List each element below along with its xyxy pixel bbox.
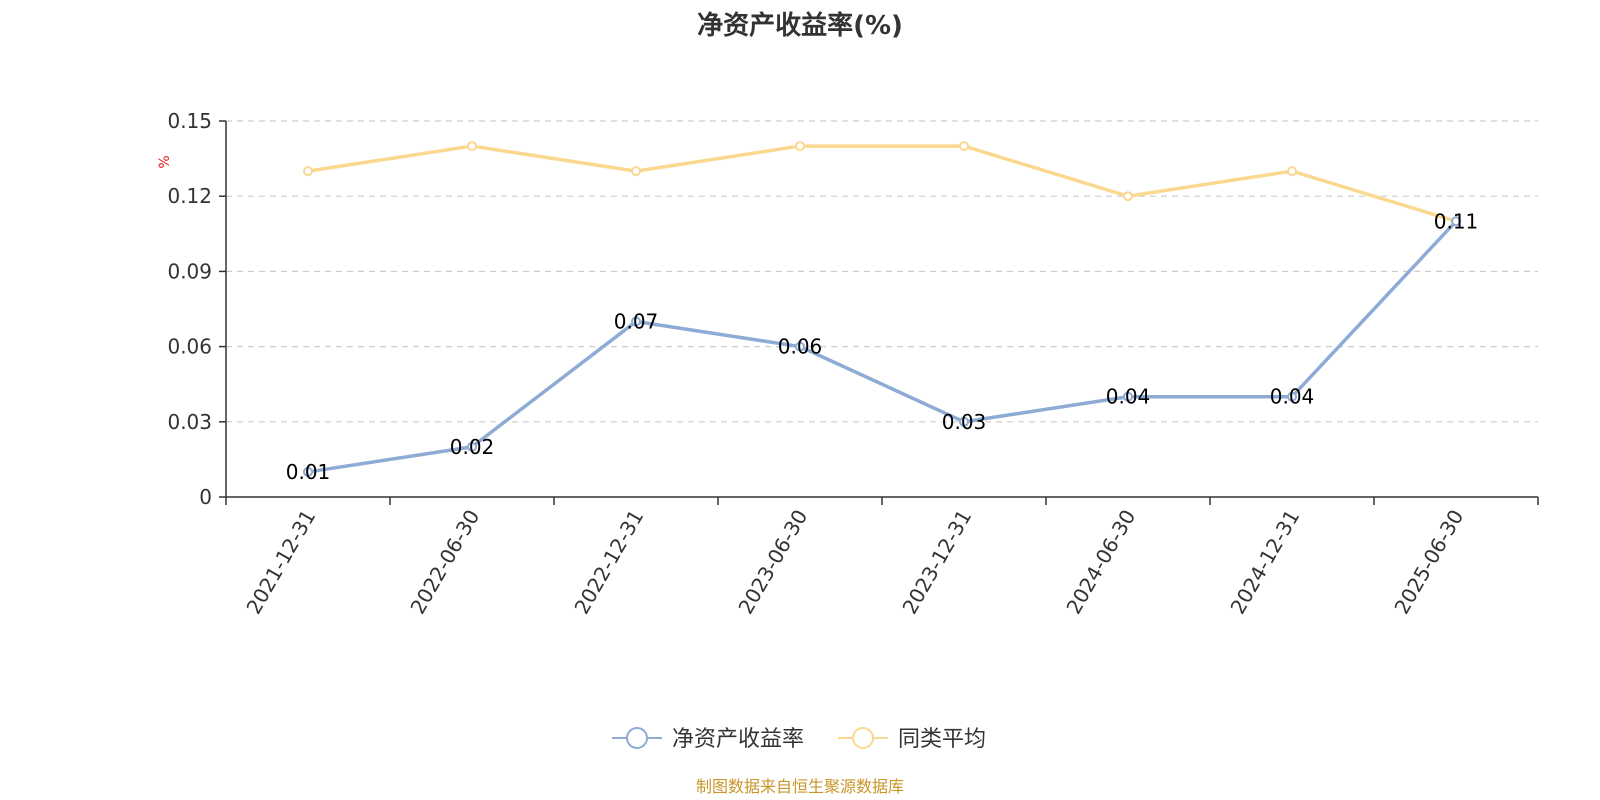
x-tick-label: 2022-12-31 [569, 506, 648, 619]
legend-item-1[interactable]: 同类平均 [838, 727, 986, 752]
x-tick-label: 2023-06-30 [733, 506, 812, 619]
data-point[interactable] [1287, 391, 1297, 402]
data-point[interactable] [795, 341, 805, 352]
data-label: 0.04 [1270, 385, 1315, 409]
data-point[interactable] [1123, 391, 1133, 402]
data-label: 0.02 [450, 435, 495, 459]
axes: 0 0.03 0.06 0.09 0.12 0.15 2021-12-31 2022-06-3… [167, 109, 1539, 619]
data-label: 0.11 [1434, 209, 1479, 233]
data-point[interactable] [1451, 216, 1461, 227]
data-point[interactable] [959, 141, 969, 152]
legend-label: 同类平均 [898, 727, 986, 752]
data-point[interactable] [631, 316, 641, 327]
series-line-1 [307, 144, 1457, 223]
data-point[interactable] [959, 416, 969, 427]
data-point[interactable] [631, 166, 641, 177]
legend[interactable]: 净资产收益率 同类平均 [612, 727, 986, 752]
data-point[interactable] [303, 166, 313, 177]
data-point[interactable] [1123, 191, 1133, 202]
series-line-0 [307, 220, 1458, 474]
x-tick-label: 2022-06-30 [405, 506, 484, 619]
y-tick-label: 0.03 [167, 410, 212, 434]
data-label: 0.07 [614, 310, 659, 334]
legend-marker [852, 727, 874, 749]
grid-lines [226, 120, 1538, 423]
y-tick-label: 0.15 [167, 109, 212, 133]
y-tick-label: 0.06 [167, 335, 212, 359]
y-axis-unit: % [157, 155, 173, 168]
legend-label: 净资产收益率 [672, 727, 804, 752]
data-label: 0.04 [1106, 385, 1151, 409]
data-labels: 0.01 0.02 0.07 0.06 0.03 0.04 0.04 0.11 [286, 209, 1479, 484]
x-tick-label: 2023-12-31 [897, 506, 976, 619]
y-tick-label: 0.09 [167, 259, 212, 283]
x-tick-label: 2024-06-30 [1061, 506, 1140, 619]
x-tick-label: 2021-12-31 [241, 506, 320, 619]
chart-title: 净资产收益率(%) [697, 10, 903, 41]
legend-marker [626, 727, 648, 749]
source-note: 制图数据来自恒生聚源数据库 [696, 777, 904, 796]
data-point[interactable] [467, 141, 477, 152]
data-label: 0.03 [942, 410, 987, 434]
y-tick-label: 0 [199, 485, 212, 509]
legend-item-0[interactable]: 净资产收益率 [612, 727, 804, 752]
data-point[interactable] [467, 441, 477, 452]
series-layer [303, 141, 1461, 477]
data-point[interactable] [795, 141, 805, 152]
y-tick-label: 0.12 [167, 184, 212, 208]
data-label: 0.06 [778, 335, 823, 359]
x-tick-label: 2025-06-30 [1389, 506, 1468, 619]
data-point[interactable] [303, 466, 313, 477]
data-point[interactable] [1287, 166, 1297, 177]
data-label: 0.01 [286, 460, 331, 484]
x-tick-label: 2024-12-31 [1225, 506, 1304, 619]
